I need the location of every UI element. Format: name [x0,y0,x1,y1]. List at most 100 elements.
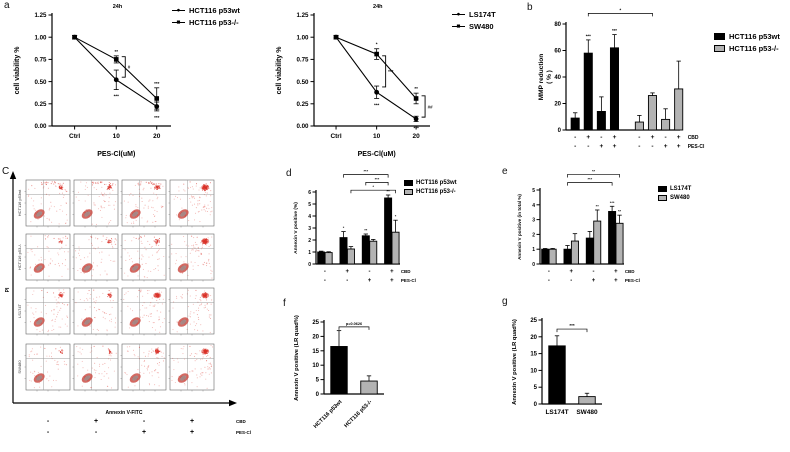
legend-annexin-ls174t-sw480: LS174T SW480 [658,186,691,201]
svg-text:+: + [614,269,618,275]
svg-text:***: *** [388,69,394,74]
svg-text:Annexin V positive (%): Annexin V positive (%) [293,202,299,254]
svg-text:-: - [143,418,146,425]
svg-text:Annexin V-FITC: Annexin V-FITC [106,410,143,416]
svg-text:-: - [638,134,640,141]
panel-label-b: b [527,2,533,13]
svg-text:p=0.0626: p=0.0626 [346,322,362,326]
svg-text:+: + [677,143,681,150]
svg-text:0.75: 0.75 [296,57,309,64]
svg-text:**: ** [387,189,391,194]
svg-text:**: ** [364,228,368,233]
svg-text:***: *** [413,126,419,131]
svg-text:0.00: 0.00 [296,123,309,130]
svg-text:1.00: 1.00 [296,34,309,41]
svg-text:-: - [570,278,572,284]
legend-annexin-hct116: HCT116 p53wt HCT116 p53-/- [404,180,457,195]
panel-label-c: C [2,166,10,177]
svg-text:***: *** [612,28,617,33]
svg-text:0.00: 0.00 [34,123,47,130]
svg-text:Annexin V positive (LR quad%): Annexin V positive (LR quad%) [294,315,300,401]
legend-label: SW480 [469,22,494,31]
flow-cytometry-grid: PI Annexin V-FITC HCT116 p53wt HCT116 p53-/… [5,171,251,436]
svg-text:+: + [613,143,617,150]
svg-text:Annexin V positive (in total %: Annexin V positive (in total %) [517,194,522,260]
svg-text:HCT116 p53-/-: HCT116 p53-/- [343,399,373,429]
svg-text:24h: 24h [373,4,383,10]
svg-text:**: ** [115,49,119,54]
svg-text:-: - [369,269,371,275]
svg-text:-: - [638,143,640,150]
legend-swatch [404,180,413,186]
svg-text:0.50: 0.50 [296,79,309,86]
svg-text:25: 25 [312,320,319,326]
svg-text:5: 5 [316,378,320,384]
legend-label: HCT116 p53-/- [729,44,779,53]
legend-label: LS174T [469,10,496,19]
svg-text:PI: PI [5,287,11,292]
svg-text:**: ** [414,86,418,91]
svg-text:-: - [324,278,326,284]
svg-text:***: *** [586,33,591,38]
panel-label-a: a [4,0,10,11]
svg-text:Ctrl: Ctrl [330,133,341,140]
svg-text:0: 0 [308,262,311,268]
svg-text:PES-Cl: PES-Cl [401,278,416,283]
svg-text:***: *** [610,200,615,205]
svg-text:***: *** [114,94,120,99]
svg-text:PES-Cl: PES-Cl [236,430,251,435]
svg-text:+: + [599,143,603,150]
svg-text:+: + [94,418,98,425]
svg-text:0.75: 0.75 [34,57,47,64]
svg-text:-: - [574,134,576,141]
legend-item: HCT116 p53-/- [714,44,780,53]
svg-text:( % ): ( % ) [546,70,553,84]
svg-text:cell viability %: cell viability % [14,46,21,95]
svg-text:+: + [664,143,668,150]
svg-text:**: ** [618,209,622,214]
svg-text:SW480: SW480 [17,360,22,374]
svg-text:+: + [592,278,596,284]
svg-text:+: + [368,278,372,284]
svg-text:0: 0 [558,128,562,134]
legend-viability-hct116: ● HCT116 p53wt ■ HCT116 p53-/- [172,6,240,27]
svg-text:***: *** [363,169,368,174]
legend-item: HCT116 p53wt [714,32,780,41]
svg-text:+: + [345,269,349,275]
legend-item: HCT116 p53wt [404,180,457,186]
panel-label-d: d [286,168,292,179]
svg-text:0.50: 0.50 [34,79,47,86]
svg-text:***: *** [587,177,592,182]
panel-label-e: e [502,166,508,177]
svg-text:-: - [574,143,576,150]
svg-text:***: *** [154,81,160,86]
svg-text:Annexin V positive (LR quad%): Annexin V positive (LR quad%) [512,319,518,405]
viability-line-chart-ls174t-sw480: 24h 0.00 0.25 0.50 0.75 1.00 1.25 Ctrl 10 20 cell … [276,4,433,158]
svg-text:MMP reduction: MMP reduction [538,54,545,100]
legend-item: SW480 [658,195,691,201]
legend-label: HCT116 p53-/- [189,18,239,27]
svg-text:20: 20 [530,335,537,341]
svg-text:HCT116 p53-/-: HCT116 p53-/- [17,243,22,270]
legend-item: ■ HCT116 p53-/- [172,18,240,27]
svg-text:1.00: 1.00 [34,34,47,41]
legend-marker-icon: ■ [452,23,465,31]
svg-text:LS174T: LS174T [17,303,22,318]
svg-text:-: - [95,429,98,436]
svg-text:20: 20 [412,133,420,140]
svg-text:0.25: 0.25 [34,101,47,108]
svg-text:2: 2 [308,238,311,244]
annexin-lr-quad-ls174t-sw480-bar-chart: 0 5 10 15 20 25 Annexin V positive (LR quad%) L… [512,318,602,416]
svg-text:***: *** [569,323,575,328]
svg-text:20: 20 [153,133,161,140]
legend-marker-icon: ● [172,7,185,15]
svg-text:***: *** [374,102,380,107]
svg-text:25: 25 [530,318,537,324]
svg-text:-: - [665,134,667,141]
svg-text:Ctrl: Ctrl [69,133,80,140]
svg-text:5: 5 [308,202,311,208]
svg-text:20: 20 [554,102,561,108]
